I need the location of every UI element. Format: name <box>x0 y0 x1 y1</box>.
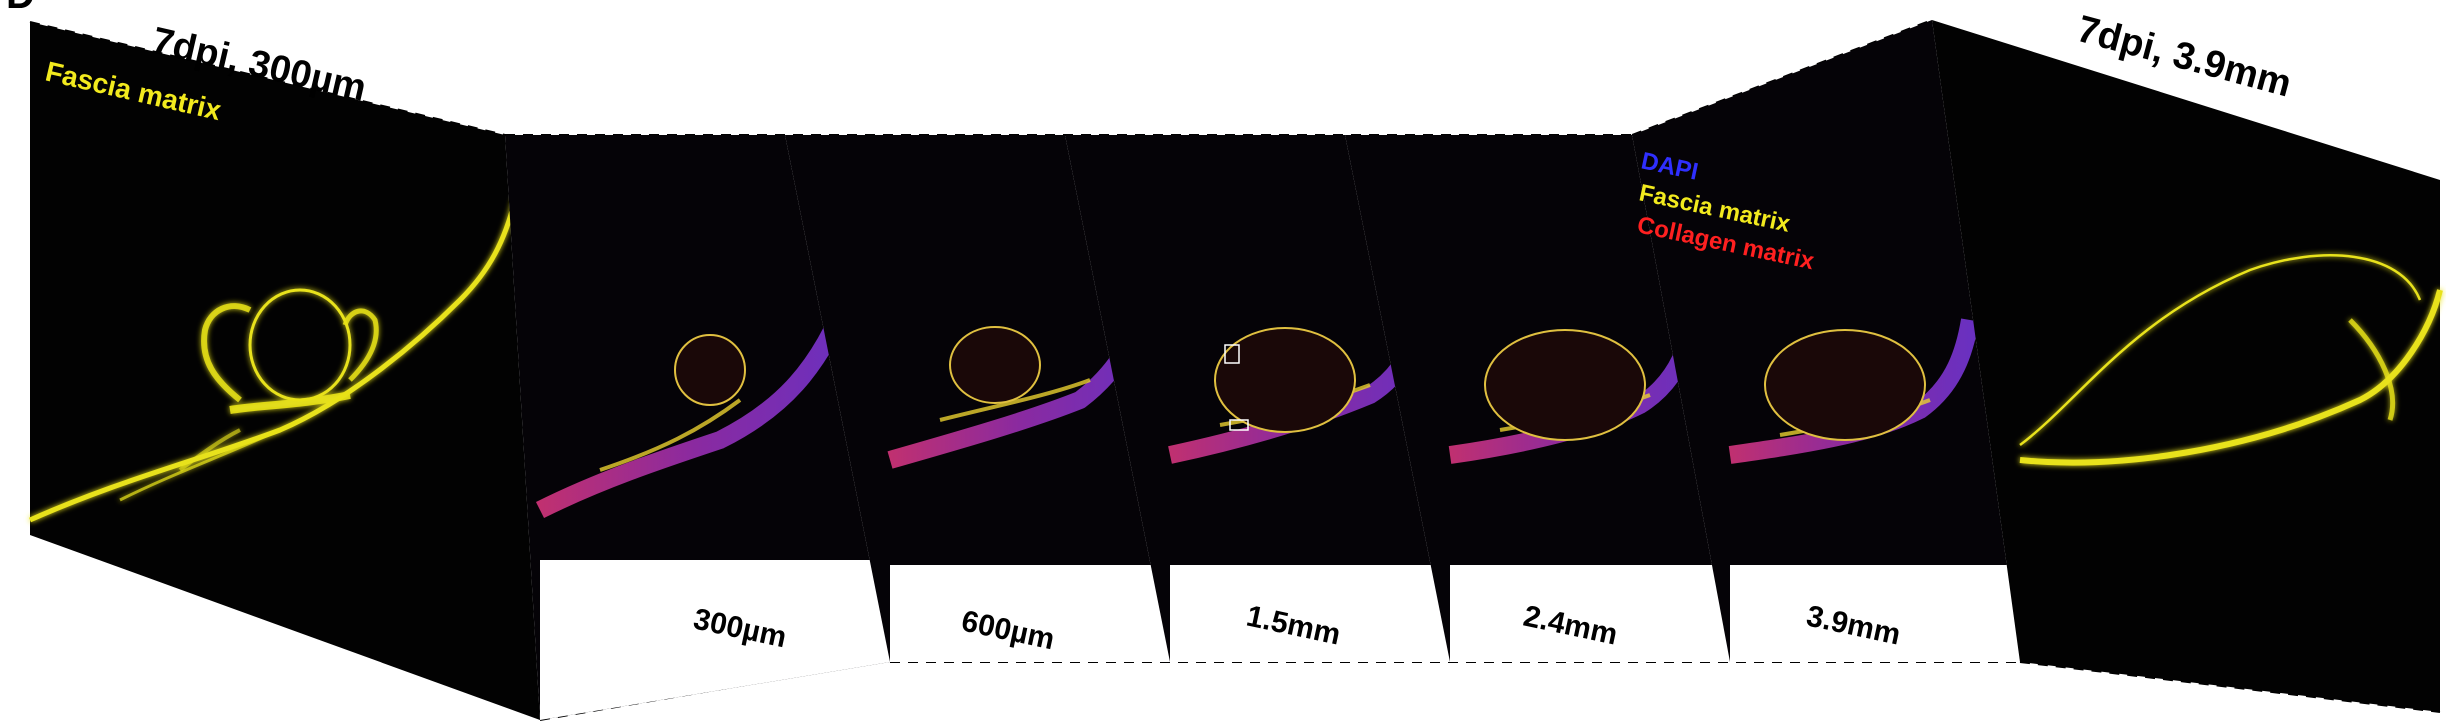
left-image-panel <box>30 22 540 720</box>
slice-4 <box>1345 135 1730 662</box>
slice-3-white-base <box>1170 565 1450 662</box>
right-tissue-yellow <box>2019 254 2443 466</box>
slice-4-white-base <box>1450 565 1730 662</box>
slice-5-white-base <box>1730 565 2020 662</box>
slice-1 <box>505 135 890 720</box>
slice-1-tissue <box>535 286 859 519</box>
slice-3 <box>1065 135 1450 662</box>
slice-2 <box>785 135 1170 662</box>
right-image-panel <box>1932 20 2440 712</box>
slice-1-white-base <box>540 560 890 720</box>
left-tissue-yellow <box>28 199 518 523</box>
slice-2-white-base <box>890 565 1170 662</box>
panel-letter: D <box>6 0 35 17</box>
slice-5 <box>1632 20 2020 662</box>
